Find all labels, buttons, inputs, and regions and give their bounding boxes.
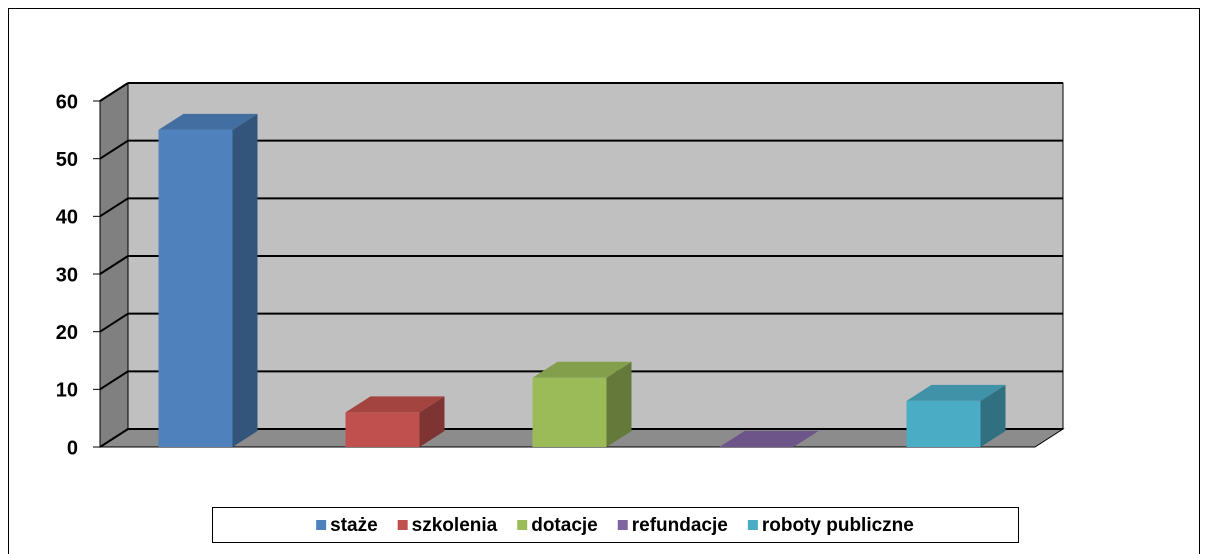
bar	[906, 400, 981, 447]
legend-swatch	[517, 520, 528, 530]
y-tick-label: 10	[56, 380, 78, 402]
side-grid-line	[99, 197, 129, 218]
legend-label: dotacje	[531, 515, 598, 536]
legend-swatch	[397, 520, 408, 530]
bar	[532, 377, 607, 447]
bar	[345, 412, 420, 447]
legend-label: roboty publiczne	[762, 515, 914, 536]
y-tick-label: 0	[67, 437, 78, 459]
y-tick-label: 30	[56, 264, 78, 286]
bar	[158, 129, 233, 448]
y-tick-label: 60	[56, 91, 78, 113]
legend-label: refundacje	[632, 515, 728, 536]
bar-side	[419, 396, 445, 447]
legend-box	[212, 507, 1019, 543]
side-grid-line	[99, 312, 129, 333]
bar-side	[980, 384, 1006, 447]
bar-side	[232, 113, 258, 447]
bar-top	[532, 361, 632, 378]
legend-label: szkolenia	[412, 515, 498, 536]
y-tick-label: 50	[56, 149, 78, 171]
y-tick-label: 20	[56, 322, 78, 344]
side-grid-line	[99, 139, 129, 160]
side-grid-line	[99, 370, 129, 391]
bar-top	[906, 384, 1006, 401]
side-grid-line	[99, 255, 129, 275]
bar-top	[719, 431, 819, 447]
side-grid-line	[99, 82, 129, 102]
bar-top	[158, 113, 258, 130]
legend-swatch	[316, 520, 327, 530]
legend-swatch	[617, 520, 628, 530]
legend-swatch	[747, 520, 758, 530]
y-tick-label: 40	[56, 207, 78, 229]
bar-side	[606, 361, 632, 447]
legend-label: staże	[330, 515, 378, 536]
side-grid-line	[99, 428, 129, 448]
bar-top	[345, 396, 445, 413]
